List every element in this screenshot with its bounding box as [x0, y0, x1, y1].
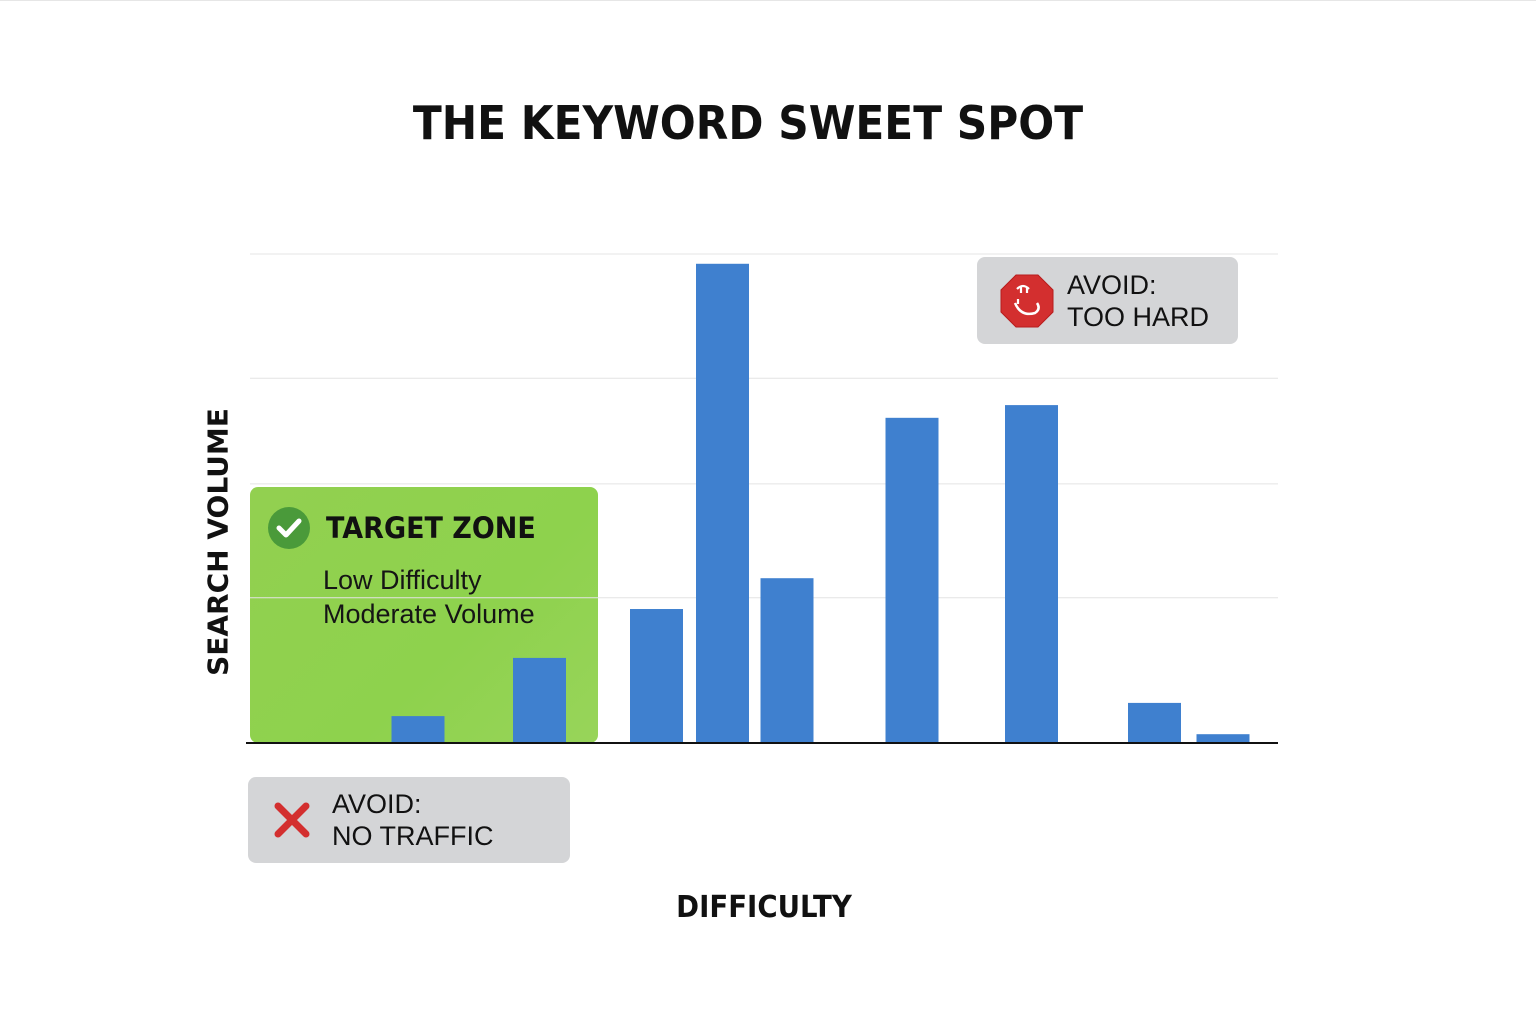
no-traffic-line2: NO TRAFFIC — [332, 821, 494, 851]
too-hard-line1: AVOID: — [1067, 269, 1157, 300]
bar-4 — [696, 263, 749, 743]
no-traffic-line1: AVOID: — [332, 789, 422, 819]
avoid-too-hard-box: AVOID: TOO HARD — [977, 257, 1238, 344]
bar-7 — [1005, 405, 1058, 743]
avoid-no-traffic-box: AVOID: NO TRAFFIC — [248, 777, 570, 863]
target-zone-line2: Moderate Volume — [323, 599, 535, 629]
bar-3 — [630, 609, 683, 743]
bar-5 — [760, 578, 814, 743]
top-border — [0, 0, 1536, 1]
target-zone-title: TARGET ZONE — [326, 511, 536, 545]
too-hard-line2: TOO HARD — [1067, 301, 1210, 332]
bar-8 — [1128, 702, 1181, 743]
chart-title: THE KEYWORD SWEET SPOT — [412, 96, 1084, 150]
y-axis-label: SEARCH VOLUME — [201, 408, 235, 676]
bar-9 — [1196, 734, 1250, 743]
bar-6 — [885, 417, 939, 743]
target-zone-line1: Low Difficulty — [323, 565, 482, 595]
stop-sign-icon — [1000, 274, 1054, 327]
bar-1 — [391, 716, 445, 743]
check-circle-icon — [268, 507, 310, 549]
x-axis-label: DIFFICULTY — [676, 890, 852, 925]
bar-2 — [513, 657, 566, 743]
x-cross-icon — [274, 802, 310, 838]
